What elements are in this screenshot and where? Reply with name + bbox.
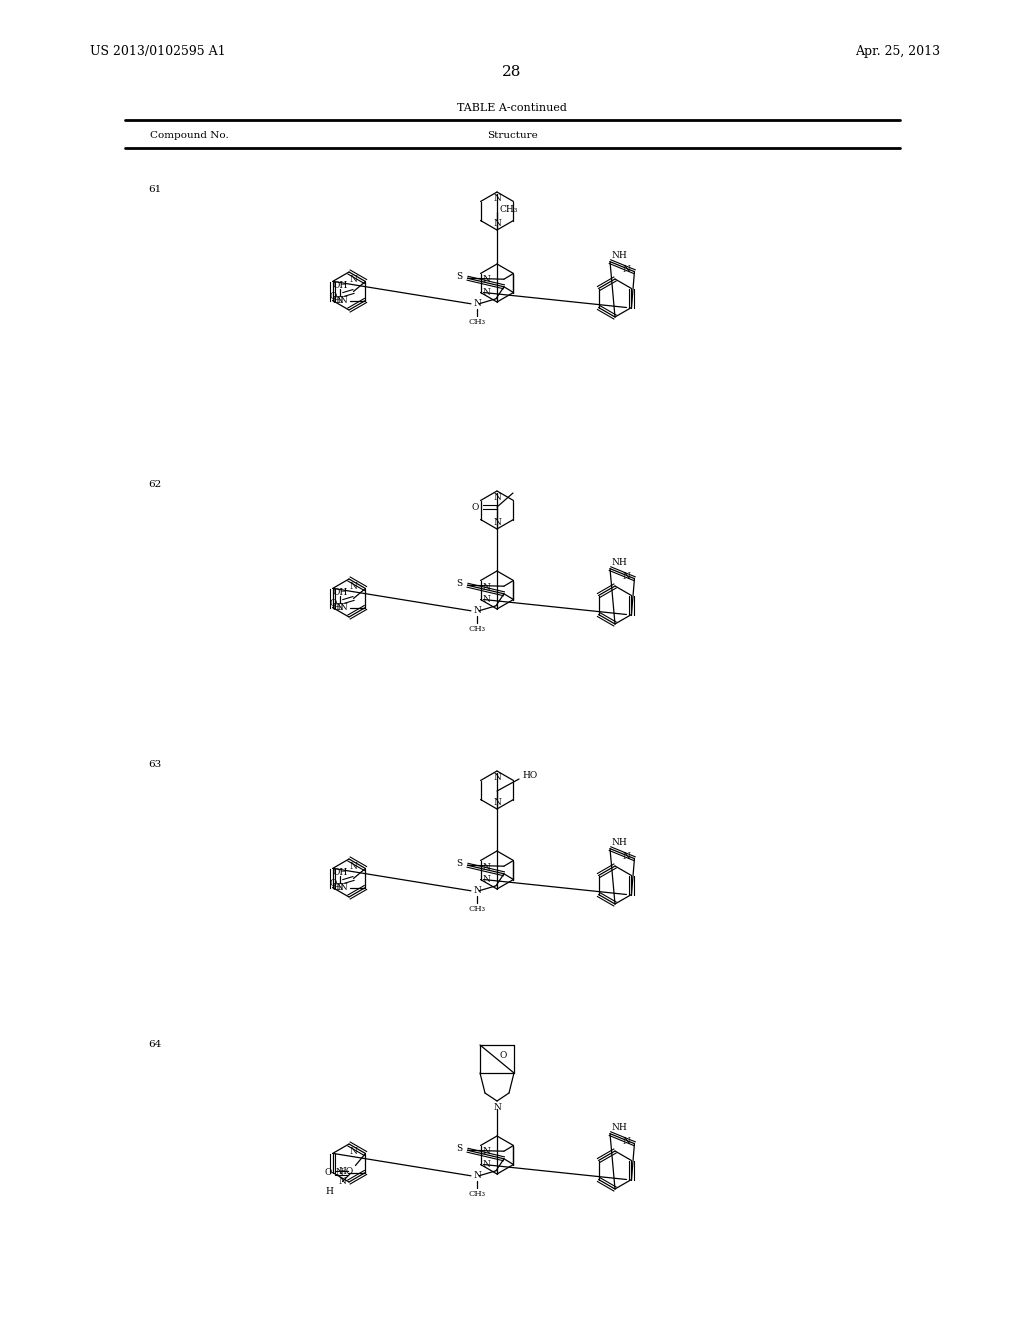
Text: Compound No.: Compound No. (150, 131, 228, 140)
Text: N: N (482, 862, 490, 871)
Text: N: N (336, 603, 343, 612)
Text: N: N (473, 1171, 481, 1180)
Text: TABLE A-continued: TABLE A-continued (457, 103, 567, 114)
Text: O: O (500, 1051, 507, 1060)
Text: N: N (623, 853, 631, 861)
Text: N: N (623, 265, 631, 275)
Text: 63: 63 (148, 760, 161, 770)
Text: S: S (457, 578, 463, 587)
Text: HO: HO (338, 1167, 353, 1176)
Text: NH: NH (612, 557, 628, 566)
Text: OH: OH (333, 869, 348, 876)
Text: N: N (350, 1147, 357, 1156)
Text: Apr. 25, 2013: Apr. 25, 2013 (855, 45, 940, 58)
Text: NH: NH (612, 251, 628, 260)
Text: S: S (457, 859, 463, 867)
Text: N: N (350, 275, 357, 284)
Text: HO: HO (522, 771, 538, 780)
Text: N: N (623, 1137, 631, 1146)
Text: S: S (457, 1143, 463, 1152)
Text: N: N (482, 582, 490, 591)
Text: N: N (482, 1147, 490, 1156)
Text: N: N (494, 774, 501, 781)
Text: N: N (494, 194, 501, 203)
Text: N: N (482, 276, 490, 285)
Text: O: O (329, 599, 337, 609)
Text: N: N (482, 875, 490, 884)
Text: HN: HN (333, 296, 348, 305)
Text: N: N (494, 219, 501, 228)
Text: 64: 64 (148, 1040, 161, 1049)
Text: NH: NH (612, 838, 628, 846)
Text: N: N (336, 1168, 343, 1177)
Text: O: O (329, 879, 337, 888)
Text: HN: HN (333, 603, 348, 612)
Text: 28: 28 (503, 65, 521, 79)
Text: O: O (472, 503, 479, 511)
Text: N: N (350, 582, 357, 591)
Text: N: N (336, 883, 343, 892)
Text: OH: OH (333, 281, 348, 290)
Text: N: N (473, 606, 481, 615)
Text: CH₃: CH₃ (468, 624, 485, 632)
Text: S: S (457, 272, 463, 281)
Text: O: O (324, 1168, 332, 1177)
Text: N: N (482, 288, 490, 297)
Text: N: N (350, 862, 357, 871)
Text: N: N (482, 595, 490, 605)
Text: O: O (329, 292, 337, 301)
Text: N: N (339, 1177, 346, 1187)
Text: US 2013/0102595 A1: US 2013/0102595 A1 (90, 45, 225, 58)
Text: OH: OH (333, 587, 348, 597)
Text: N: N (623, 572, 631, 581)
Text: CH₃: CH₃ (468, 904, 485, 913)
Text: N: N (336, 296, 343, 305)
Text: CH₃: CH₃ (468, 1189, 485, 1197)
Text: N: N (482, 1160, 490, 1170)
Text: NH: NH (612, 1122, 628, 1131)
Text: N: N (494, 1104, 501, 1111)
Text: HN: HN (333, 883, 348, 892)
Text: N: N (494, 799, 501, 807)
Text: H: H (326, 1188, 334, 1196)
Text: CH₃: CH₃ (499, 206, 517, 214)
Text: 62: 62 (148, 480, 161, 488)
Text: 61: 61 (148, 185, 161, 194)
Text: N: N (494, 492, 501, 502)
Text: N: N (473, 300, 481, 309)
Text: N: N (494, 517, 501, 527)
Text: N: N (473, 886, 481, 895)
Text: CH₃: CH₃ (468, 318, 485, 326)
Text: Structure: Structure (486, 131, 538, 140)
